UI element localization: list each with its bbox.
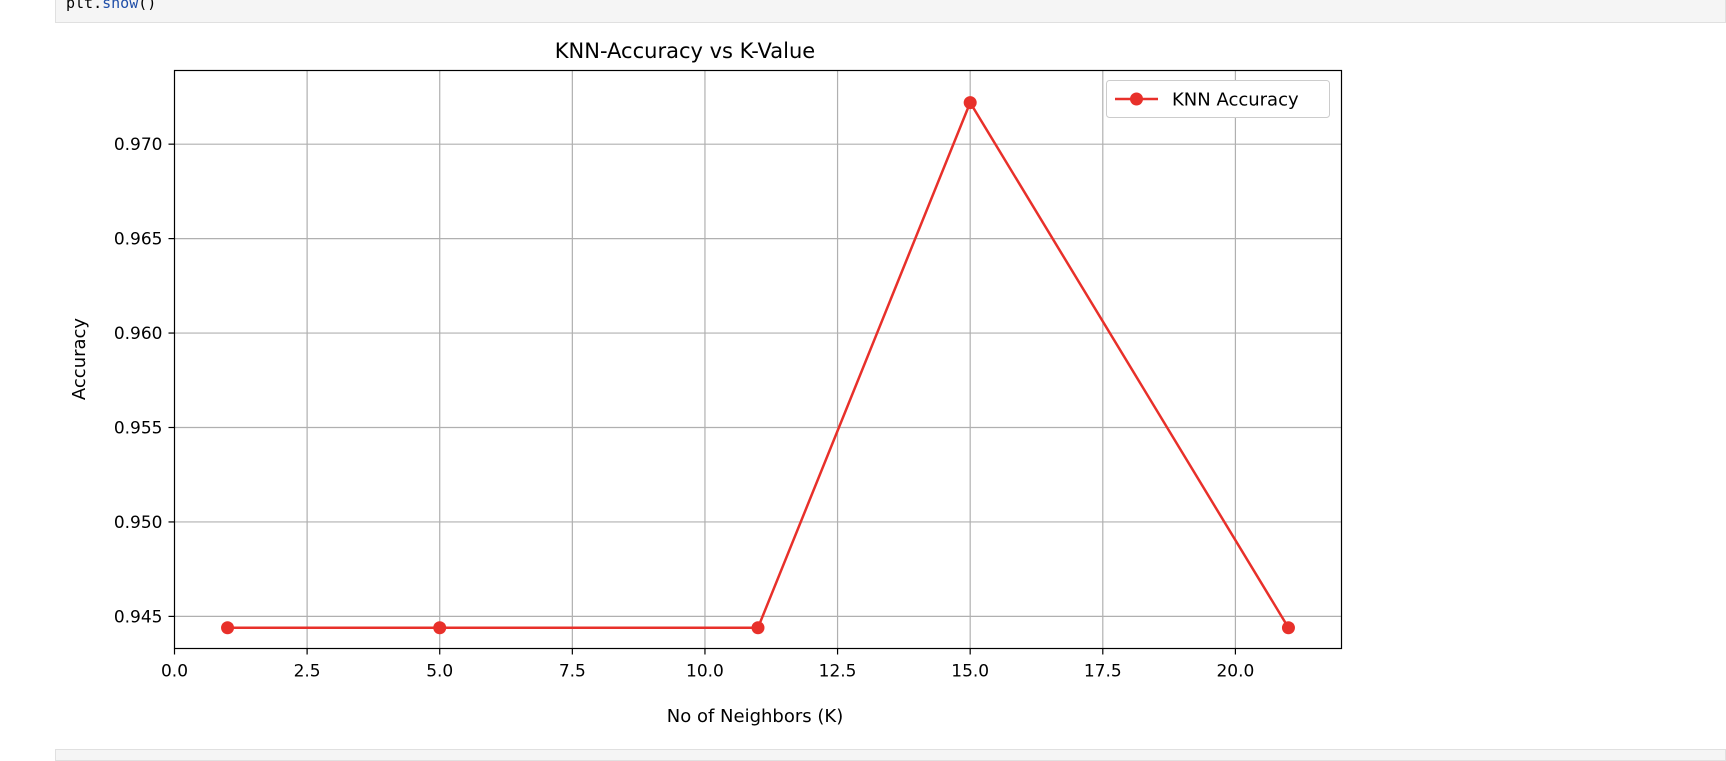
code-object: plt. [66,0,103,12]
x-tick-label: 0.0 [161,662,188,682]
x-tick-label: 2.5 [294,662,321,682]
code-cell[interactable]: plt.show() [55,0,1726,23]
y-axis-ticks: 0.945 0.950 0.955 0.960 0.965 0.970 [114,135,175,627]
grid [174,70,1342,649]
x-tick-label: 15.0 [951,662,989,682]
x-tick-label: 7.5 [559,662,586,682]
code-function: show [102,0,139,12]
chart-title: KNN-Accuracy vs K-Value [555,39,815,63]
legend-box [1106,80,1330,118]
y-tick-label: 0.945 [114,607,163,627]
x-tick-label: 5.0 [426,662,453,682]
x-tick-label: 10.0 [686,662,724,682]
y-tick-label: 0.950 [114,513,163,533]
x-axis-label: No of Neighbors (K) [667,706,843,727]
series-layer [221,96,1295,635]
cell-output: KNN-Accuracy vs K-Value 0.945 0.950 0.955 0… [55,23,1726,749]
x-tick-label: 20.0 [1216,662,1254,682]
data-point [433,621,447,635]
data-point [221,621,235,635]
series-line [227,101,1290,629]
y-tick-label: 0.955 [114,419,163,439]
x-axis-ticks: 0.0 2.5 5.0 7.5 10.0 12.5 15.0 17.5 20.0 [161,648,1254,682]
plot-frame [173,69,1343,650]
data-point [751,621,765,635]
next-code-cell[interactable] [55,749,1726,761]
legend-marker-swatch [1130,92,1143,106]
y-tick-label: 0.970 [114,135,163,155]
code-suffix: () [138,0,157,12]
x-tick-label: 12.5 [819,662,857,682]
data-point [963,96,977,110]
x-tick-label: 17.5 [1084,662,1122,682]
code-line: plt.show() [66,0,156,12]
line-chart: KNN-Accuracy vs K-Value 0.9450.9500.9550… [69,39,1343,727]
data-point [1281,621,1295,635]
y-tick-label: 0.965 [114,230,163,250]
legend-label: KNN Accuracy [1172,90,1299,111]
y-tick-label: 0.960 [114,324,163,344]
y-axis-label: Accuracy [69,318,90,401]
legend: KNN Accuracy [1106,80,1330,118]
